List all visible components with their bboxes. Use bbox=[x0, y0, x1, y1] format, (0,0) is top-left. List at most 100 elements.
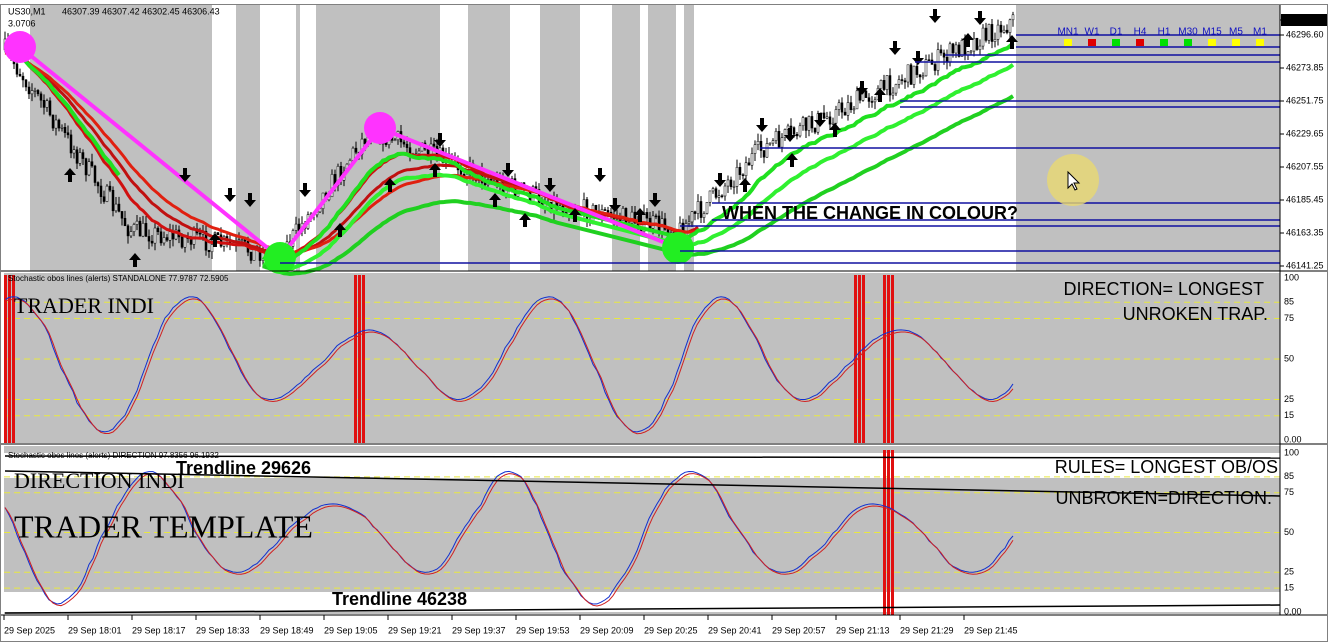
arrow-down bbox=[814, 113, 826, 127]
session-band bbox=[540, 5, 580, 271]
candle-body bbox=[174, 229, 178, 240]
candle-body bbox=[747, 162, 751, 166]
timeframe-signal bbox=[1112, 39, 1120, 46]
candle-body bbox=[999, 24, 1003, 33]
cursor bbox=[1067, 170, 1081, 191]
osc-axis-label: 15 bbox=[1284, 583, 1294, 593]
arrow-down bbox=[889, 41, 901, 55]
osc-axis-label: 75 bbox=[1284, 487, 1294, 497]
candle-body bbox=[645, 212, 649, 219]
arrow-down bbox=[224, 188, 236, 202]
candle-body bbox=[144, 223, 148, 237]
candle-body bbox=[180, 236, 184, 248]
candle-body bbox=[117, 203, 121, 212]
candle-body bbox=[738, 167, 742, 175]
candle-body bbox=[834, 109, 838, 124]
candle-body bbox=[936, 49, 940, 71]
candle-body bbox=[978, 45, 982, 50]
timeframe-label: MN1 bbox=[1057, 27, 1079, 38]
candle-body bbox=[807, 116, 811, 131]
arrow-up bbox=[569, 208, 581, 222]
candle-body bbox=[993, 39, 997, 42]
arrow-up bbox=[786, 153, 798, 167]
arrow-up bbox=[489, 193, 501, 207]
candle-body bbox=[900, 79, 904, 81]
alert-bar bbox=[4, 275, 7, 443]
candle-body bbox=[21, 75, 25, 81]
candle-body bbox=[111, 189, 115, 212]
candle-body bbox=[1002, 29, 1006, 33]
candle-body bbox=[765, 143, 769, 158]
trendline-label: Trendline 29626 bbox=[176, 458, 311, 478]
candle-body bbox=[777, 131, 781, 148]
candle-body bbox=[822, 112, 826, 119]
timeframe-label: M1 bbox=[1253, 27, 1267, 38]
candle-body bbox=[351, 147, 355, 161]
arrow-down bbox=[299, 183, 311, 197]
arrow-down bbox=[974, 11, 986, 25]
price-label: 46229.65 bbox=[1286, 128, 1324, 138]
arrow-down bbox=[649, 193, 661, 207]
timeframe-signal bbox=[1256, 39, 1264, 46]
candle-body bbox=[126, 225, 130, 237]
session-band bbox=[1016, 5, 1280, 271]
stochastic-signal bbox=[4, 298, 1014, 435]
candle-body bbox=[723, 185, 727, 197]
candle-body bbox=[432, 143, 436, 147]
stochastic-signal bbox=[4, 473, 1014, 607]
arrow-down bbox=[714, 173, 726, 187]
osc-axis-label: 85 bbox=[1284, 297, 1294, 307]
candle-body bbox=[27, 86, 31, 95]
candle-body bbox=[753, 144, 757, 154]
osc-axis-label: 15 bbox=[1284, 410, 1294, 420]
arrow-up bbox=[334, 223, 346, 237]
osc-axis-label: 50 bbox=[1284, 353, 1294, 363]
time-label: 29 Sep 19:53 bbox=[516, 625, 570, 635]
candle-body bbox=[885, 75, 889, 90]
candle-body bbox=[960, 40, 964, 57]
timeframe-label: M30 bbox=[1178, 27, 1198, 38]
stochastic-main bbox=[4, 296, 1014, 433]
candle-body bbox=[741, 174, 745, 176]
arrow-down bbox=[434, 133, 446, 147]
candle-body bbox=[711, 188, 715, 192]
arrow-up bbox=[962, 33, 974, 47]
candle-body bbox=[123, 217, 127, 227]
trendline bbox=[4, 604, 1281, 614]
session-band bbox=[296, 5, 300, 271]
candle-body bbox=[1011, 14, 1015, 21]
alert-bar bbox=[8, 275, 11, 443]
candle-body bbox=[912, 65, 916, 85]
time-label: 29 Sep 18:33 bbox=[196, 625, 250, 635]
candle-body bbox=[951, 43, 955, 54]
price-label: 46273.85 bbox=[1286, 62, 1324, 72]
time-label: 29 Sep 21:45 bbox=[964, 625, 1018, 635]
candle-body bbox=[132, 224, 136, 232]
candle-body bbox=[294, 223, 298, 231]
price-label: 46163.35 bbox=[1286, 227, 1324, 237]
candle-body bbox=[849, 102, 853, 110]
candle-body bbox=[918, 74, 922, 78]
candle-body bbox=[51, 114, 55, 129]
arrow-down bbox=[929, 9, 941, 23]
osc-axis-label: 100 bbox=[1284, 272, 1299, 282]
time-label: 29 Sep 21:29 bbox=[900, 625, 954, 635]
arrow-up bbox=[829, 123, 841, 137]
candle-body bbox=[1008, 19, 1012, 33]
pivot-circle bbox=[662, 232, 694, 264]
time-label: 29 Sep 18:17 bbox=[132, 625, 186, 635]
candle-body bbox=[603, 209, 607, 211]
panel2-note: RULES= LONGEST OB/OS bbox=[1055, 457, 1278, 477]
candle-body bbox=[987, 24, 991, 41]
panel1-bg bbox=[4, 273, 1280, 443]
candle-body bbox=[726, 179, 730, 187]
candle-body bbox=[846, 102, 850, 116]
arrow-up bbox=[874, 88, 886, 102]
timeframe-signal bbox=[1088, 39, 1096, 46]
candle-body bbox=[780, 137, 784, 148]
candle-body bbox=[699, 201, 703, 218]
candle-body bbox=[717, 195, 721, 198]
symbol: US30,M1 bbox=[8, 6, 46, 16]
pivot-circle bbox=[364, 112, 396, 144]
panel1-note: UNROKEN TRAP. bbox=[1123, 304, 1268, 324]
